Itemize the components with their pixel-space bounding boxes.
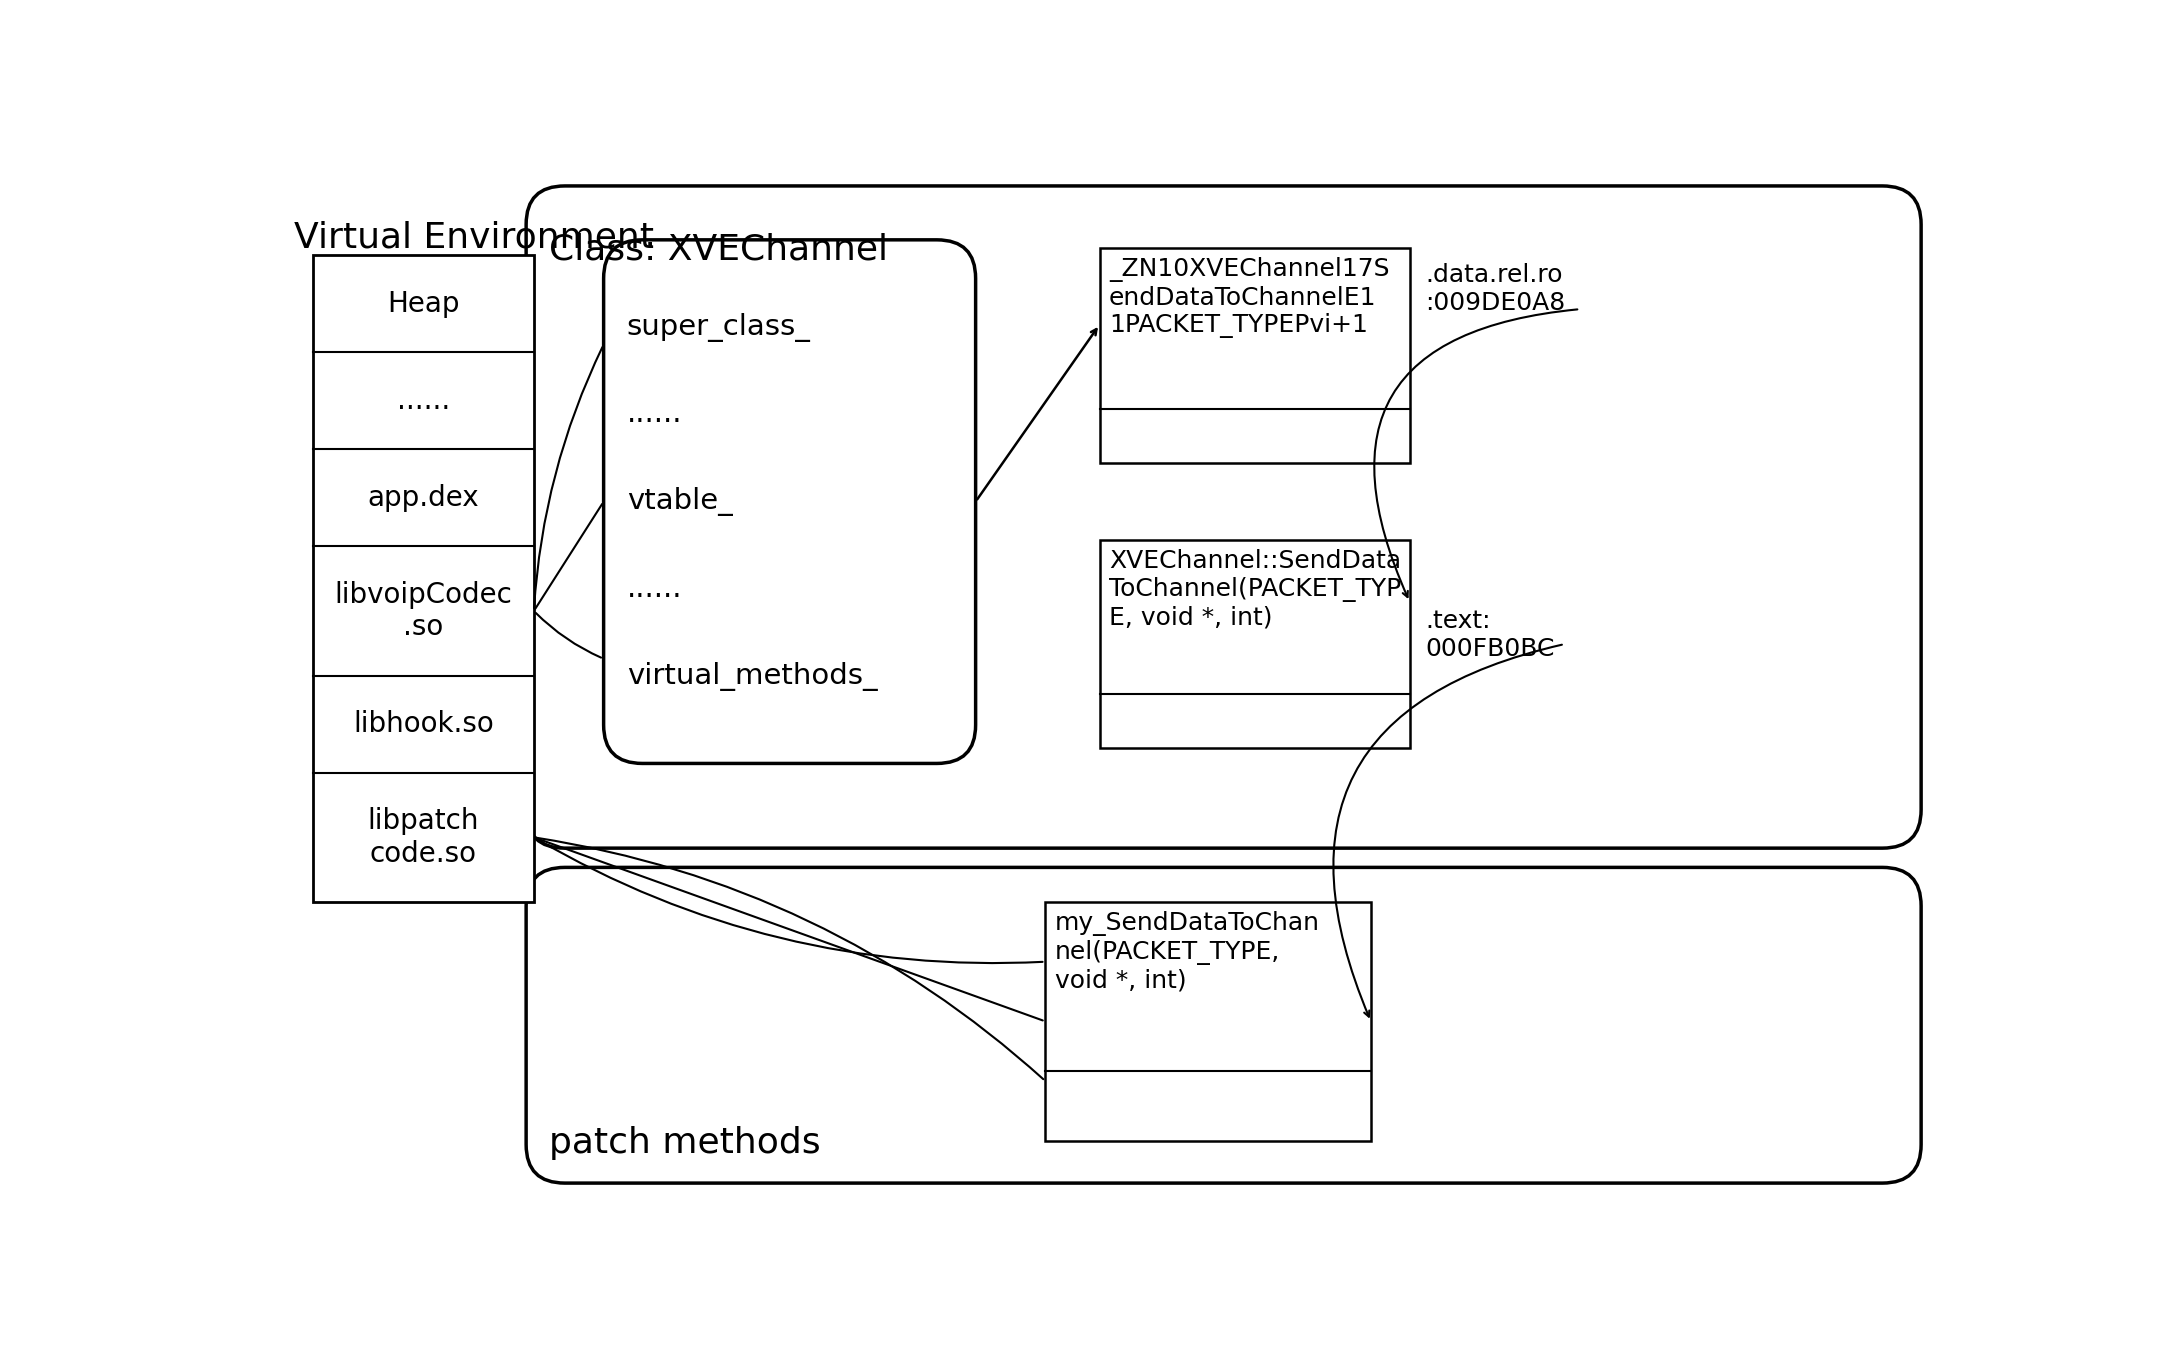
Bar xyxy=(1045,902,1371,1141)
Text: .data.rel.ro
:009DE0A8: .data.rel.ro :009DE0A8 xyxy=(1425,263,1566,315)
Text: libvoipCodec
.so: libvoipCodec .so xyxy=(335,581,513,641)
Bar xyxy=(1099,247,1410,463)
Text: libhook.so: libhook.so xyxy=(353,710,493,738)
Text: Virtual Environment: Virtual Environment xyxy=(294,221,653,255)
Text: _ZN10XVEChannel17S
endDataToChannelE1
1PACKET_TYPEPvi+1: _ZN10XVEChannel17S endDataToChannelE1 1P… xyxy=(1110,256,1389,338)
FancyBboxPatch shape xyxy=(526,186,1921,848)
Text: app.dex: app.dex xyxy=(368,484,480,512)
Text: Heap: Heap xyxy=(387,290,461,318)
Text: vtable_: vtable_ xyxy=(627,487,733,516)
FancyBboxPatch shape xyxy=(526,867,1921,1183)
Text: .text:
000FB0BC: .text: 000FB0BC xyxy=(1425,609,1555,661)
FancyBboxPatch shape xyxy=(603,240,976,764)
Bar xyxy=(314,255,534,902)
Text: my_SendDataToChan
nel(PACKET_TYPE,
void *, int): my_SendDataToChan nel(PACKET_TYPE, void … xyxy=(1056,912,1319,993)
Text: ......: ...... xyxy=(627,400,681,429)
Bar xyxy=(1099,540,1410,748)
Text: ......: ...... xyxy=(627,575,681,603)
Text: ......: ...... xyxy=(396,387,450,415)
Text: Class: XVEChannel: Class: XVEChannel xyxy=(549,232,889,266)
Text: patch methods: patch methods xyxy=(549,1126,822,1160)
Text: super_class_: super_class_ xyxy=(627,312,811,342)
Text: libpatch
code.so: libpatch code.so xyxy=(368,807,480,867)
Text: XVEChannel::SendData
ToChannel(PACKET_TYP
E, void *, int): XVEChannel::SendData ToChannel(PACKET_TY… xyxy=(1110,550,1402,630)
Text: virtual_methods_: virtual_methods_ xyxy=(627,662,878,691)
